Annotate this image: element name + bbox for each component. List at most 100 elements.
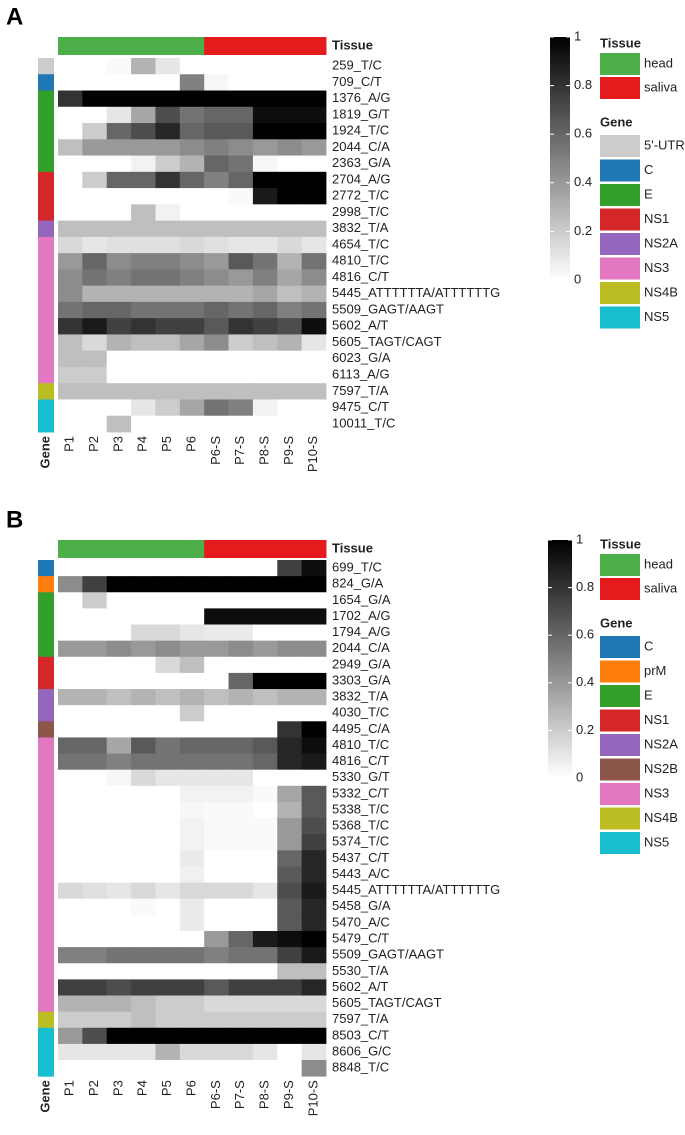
heatmap-cell <box>204 204 229 221</box>
row-label: 8848_T/C <box>332 1060 389 1075</box>
colorbar-tick-label: 0.4 <box>574 174 592 189</box>
heatmap-cell <box>106 640 132 658</box>
heatmap-cell <box>82 898 108 916</box>
heatmap-cell <box>179 721 205 738</box>
heatmap-cell <box>252 818 278 835</box>
heatmap-cell <box>82 1011 108 1029</box>
heatmap-cell <box>82 188 108 205</box>
heatmap-cell <box>252 672 278 690</box>
gene-annotation <box>38 171 54 189</box>
heatmap-cell <box>228 399 254 417</box>
heatmap-cell <box>131 383 156 400</box>
heatmap-cell <box>301 106 327 124</box>
heatmap-cell <box>301 672 327 690</box>
heatmap-cell <box>58 608 83 625</box>
heatmap-cell <box>179 737 205 754</box>
heatmap-cell <box>58 236 83 254</box>
column-label: P2 <box>86 436 101 452</box>
heatmap-cell <box>58 171 83 189</box>
heatmap-cell <box>155 995 181 1013</box>
heatmap-cell <box>106 415 132 433</box>
heatmap-cell <box>204 220 229 238</box>
heatmap-cell <box>252 1060 278 1077</box>
heatmap-cell <box>106 74 132 91</box>
row-label: 1654_G/A <box>332 592 391 607</box>
heatmap-cell <box>106 269 132 287</box>
column-label: P2 <box>86 1080 101 1096</box>
heatmap-cell <box>277 914 303 932</box>
heatmap-cell <box>58 74 83 91</box>
heatmap-cell <box>106 737 132 754</box>
row-label: 5374_T/C <box>332 834 389 849</box>
heatmap-cell <box>106 1060 132 1077</box>
heatmap-cell <box>204 995 229 1013</box>
gene-annotation <box>38 769 54 787</box>
legend-swatch <box>600 660 640 683</box>
heatmap-cell <box>58 188 83 205</box>
gene-annotation <box>38 350 54 368</box>
heatmap-cell <box>228 672 254 690</box>
legend-swatch <box>600 208 640 231</box>
heatmap-cell <box>179 350 205 368</box>
tissue-annotation <box>155 540 181 558</box>
heatmap-cell <box>277 624 303 642</box>
heatmap-cell <box>155 914 181 932</box>
heatmap-cell <box>252 769 278 787</box>
heatmap-cell <box>179 689 205 706</box>
heatmap-cell <box>301 624 327 642</box>
heatmap-cell <box>228 188 254 205</box>
heatmap-cell <box>277 90 303 108</box>
column-label: P6-S <box>208 436 223 465</box>
heatmap-cell <box>106 236 132 254</box>
heatmap-cell <box>106 834 132 851</box>
heatmap-cell <box>82 850 108 867</box>
tissue-annotation <box>106 540 132 558</box>
heatmap-cell <box>228 285 254 303</box>
heatmap-cell <box>155 866 181 883</box>
heatmap-cell <box>204 1060 229 1077</box>
heatmap-cell <box>131 1043 156 1061</box>
heatmap-cell <box>155 366 181 384</box>
tissue-annotation <box>82 540 108 558</box>
heatmap-cell <box>82 672 108 690</box>
heatmap-cell <box>58 930 83 948</box>
tissue-label: Tissue <box>332 540 373 555</box>
heatmap-cell <box>228 769 254 787</box>
heatmap-cell <box>155 204 181 221</box>
heatmap-cell <box>58 301 83 319</box>
heatmap-cell <box>277 301 303 319</box>
heatmap-cell <box>204 90 229 108</box>
heatmap-cell <box>204 592 229 609</box>
heatmap-cell <box>179 769 205 787</box>
heatmap-cell <box>277 560 303 577</box>
heatmap-cell <box>301 269 327 287</box>
heatmap-cell <box>277 236 303 254</box>
heatmap-cell <box>106 155 132 173</box>
heatmap-cell <box>252 171 278 189</box>
row-label: 5509_GAGT/AAGT <box>332 301 444 316</box>
heatmap-cell <box>277 399 303 417</box>
heatmap-cell <box>179 963 205 980</box>
heatmap-cell <box>301 1027 327 1045</box>
heatmap-cell <box>277 705 303 722</box>
heatmap-cell <box>301 656 327 674</box>
heatmap-cell <box>301 58 327 75</box>
heatmap-cell <box>179 624 205 642</box>
heatmap-cell <box>228 139 254 156</box>
heatmap-cell <box>252 866 278 883</box>
heatmap-cell <box>131 334 156 352</box>
heatmap-cell <box>82 350 108 368</box>
heatmap-cell <box>58 58 83 75</box>
tissue-annotation <box>252 540 278 558</box>
heatmap-cell <box>131 318 156 335</box>
heatmap-cell <box>252 914 278 932</box>
heatmap-cell <box>82 979 108 996</box>
gene-annotation <box>38 269 54 287</box>
heatmap-cell <box>204 334 229 352</box>
row-label: 5338_T/C <box>332 801 389 816</box>
legend-title: Tissue <box>600 35 641 50</box>
row-label: 5509_GAGT/AAGT <box>332 947 444 962</box>
heatmap-cell <box>106 560 132 577</box>
heatmap-cell <box>82 576 108 593</box>
legend-swatch <box>600 709 640 732</box>
